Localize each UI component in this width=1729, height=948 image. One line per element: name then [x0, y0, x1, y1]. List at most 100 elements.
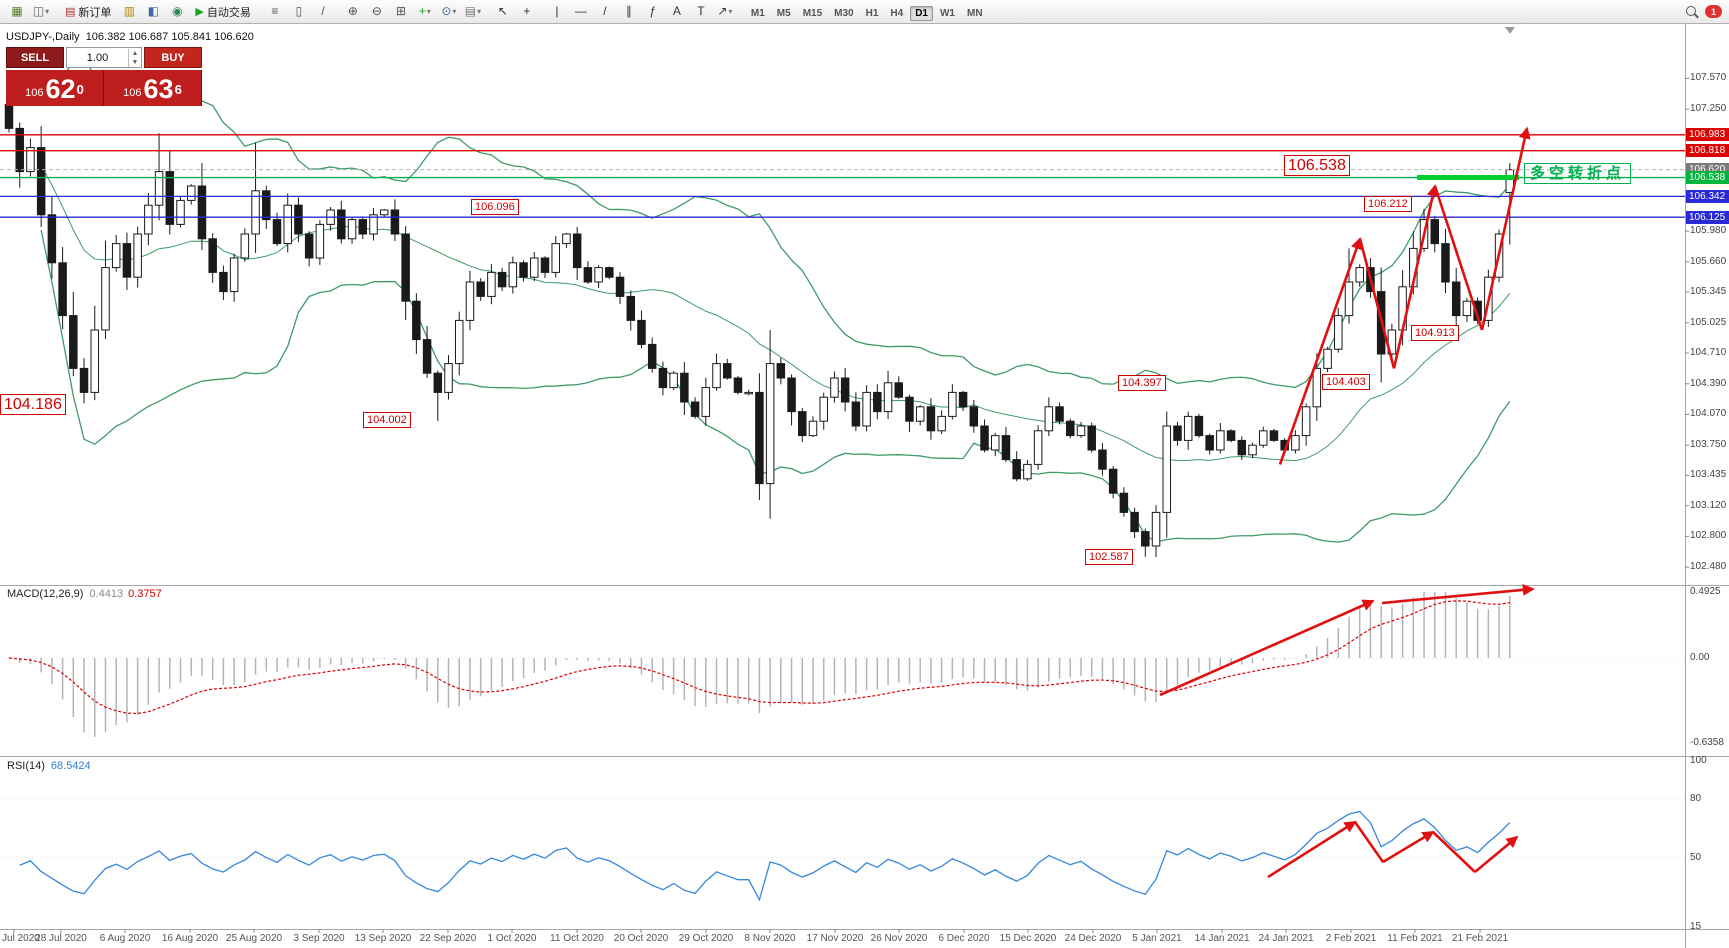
- rsi-indicator: [0, 798, 1685, 902]
- price-annotation[interactable]: 104.002: [363, 412, 411, 428]
- candlestick-chart-icon[interactable]: ▯: [287, 1, 311, 21]
- price-annotation[interactable]: 104.403: [1322, 374, 1370, 390]
- volume-input[interactable]: 1.00 ▲ ▼: [66, 47, 142, 68]
- price-line-label: 106.983: [1686, 128, 1729, 142]
- timeframe-button-m5[interactable]: M5: [776, 7, 791, 19]
- symbol-title: USDJPY-,Daily: [6, 31, 80, 43]
- turning-point-annotation[interactable]: 多空转折点: [1524, 163, 1632, 184]
- timeframe-button-m1[interactable]: M1: [750, 7, 765, 19]
- zoom-out-icon[interactable]: ⊖: [365, 1, 389, 21]
- market-watch-icon[interactable]: ▥: [117, 1, 141, 21]
- indicators-icon[interactable]: + ▾: [413, 1, 437, 21]
- date-axis-label: 17 Nov 2020: [806, 933, 864, 944]
- price-annotation[interactable]: 106.096: [471, 199, 519, 215]
- macd-axis-tick: 0.00: [1690, 652, 1710, 663]
- label-icon[interactable]: T: [689, 1, 713, 21]
- pane-separators[interactable]: [0, 24, 1729, 948]
- timeframe-button-h1[interactable]: H1: [865, 7, 879, 19]
- crosshair-icon: +: [523, 4, 531, 19]
- text-icon[interactable]: A: [665, 1, 689, 21]
- cursor-icon[interactable]: ↖: [491, 1, 515, 21]
- price-annotation[interactable]: 106.538: [1284, 155, 1350, 176]
- sell-price-panel[interactable]: 106 62 0: [6, 70, 103, 106]
- trendline-icon[interactable]: /: [593, 1, 617, 21]
- buy-price-panel[interactable]: 106 63 6: [104, 70, 201, 106]
- crosshair-icon[interactable]: +: [515, 1, 539, 21]
- bar-chart-icon: ≡: [271, 4, 279, 19]
- new-chart-icon[interactable]: ▦: [5, 1, 29, 21]
- auto-trading-button[interactable]: ▶ 自动交易: [189, 2, 256, 22]
- templates-icon: ▤: [464, 4, 477, 19]
- navigator-icon: ◉: [172, 4, 183, 19]
- text-icon: A: [672, 4, 681, 19]
- price-annotation[interactable]: 102.587: [1085, 549, 1133, 565]
- timeframe-button-m15[interactable]: M15: [802, 7, 823, 19]
- timeframe-button-m30[interactable]: M30: [834, 7, 854, 19]
- data-window-icon: ◧: [147, 4, 160, 19]
- periods-icon[interactable]: ⊙ ▾: [437, 1, 461, 21]
- price-axis-tick: 107.570: [1690, 72, 1727, 84]
- templates-icon[interactable]: ▤ ▾: [461, 1, 485, 21]
- date-axis-label: 28 Jul 2020: [35, 933, 87, 944]
- date-axis-label: 6 Dec 2020: [938, 933, 990, 944]
- tile-windows-icon: ⊞: [395, 4, 406, 19]
- bar-chart-icon[interactable]: ≡: [263, 1, 287, 21]
- vertical-line-icon[interactable]: |: [545, 1, 569, 21]
- date-axis-label: 13 Sep 2020: [354, 933, 412, 944]
- new-order-button[interactable]: ▤ 新订单: [59, 2, 117, 22]
- chevron-down-icon: ▾: [477, 6, 482, 16]
- price-axis-tick: 105.980: [1690, 225, 1727, 237]
- date-axis-label: 2 Feb 2021: [1325, 933, 1377, 944]
- channel-icon[interactable]: ∥: [617, 1, 641, 21]
- price-axis-tick: 105.345: [1690, 286, 1727, 298]
- data-window-icon[interactable]: ◧: [141, 1, 165, 21]
- sell-price-big: 62: [45, 74, 76, 104]
- volume-increase-icon[interactable]: ▲: [131, 49, 139, 57]
- price-annotation[interactable]: 106.212: [1364, 196, 1412, 212]
- arrows-tool-icon: ↗: [717, 4, 728, 19]
- notification-badge[interactable]: 1: [1705, 5, 1722, 18]
- market-watch-icon: ▥: [123, 4, 136, 19]
- macd-label: MACD(12,26,9) 0.4413 0.3757: [7, 588, 162, 600]
- tile-windows-icon[interactable]: ⊞: [389, 1, 413, 21]
- profiles-icon[interactable]: ◫ ▾: [29, 1, 53, 21]
- rsi-name: RSI(14): [7, 760, 45, 772]
- date-axis-label: 14 Jan 2021: [1194, 933, 1250, 944]
- date-axis-label: 22 Sep 2020: [419, 933, 477, 944]
- sell-price-prefix: 106: [25, 87, 44, 99]
- cursor-icon: ↖: [497, 4, 508, 19]
- horizontal-line-icon[interactable]: —: [569, 1, 593, 21]
- timeframe-button-w1[interactable]: W1: [939, 7, 955, 19]
- search-icon[interactable]: [1685, 5, 1699, 19]
- trend-arrows[interactable]: [1159, 126, 1535, 879]
- price-annotation[interactable]: 104.397: [1118, 375, 1166, 391]
- chart-shift-marker-icon[interactable]: [1505, 27, 1515, 34]
- price-annotation[interactable]: 104.913: [1411, 325, 1459, 341]
- volume-value: 1.00: [86, 51, 109, 64]
- timeframe-button-mn[interactable]: MN: [966, 7, 983, 19]
- sell-button[interactable]: SELL: [6, 47, 64, 68]
- navigator-icon[interactable]: ◉: [165, 1, 189, 21]
- profiles-icon: ◫: [32, 4, 45, 19]
- date-axis-label: 6 Aug 2020: [99, 933, 151, 944]
- horizontal-price-lines[interactable]: [0, 134, 1685, 218]
- price-axis-tick: 105.025: [1690, 316, 1727, 328]
- new-chart-icon: ▦: [11, 4, 23, 19]
- volume-decrease-icon[interactable]: ▼: [131, 58, 139, 66]
- price-annotation[interactable]: 104.186: [0, 394, 66, 415]
- timeframe-button-d1[interactable]: D1: [910, 5, 933, 21]
- price-axis-tick: 103.120: [1690, 499, 1727, 511]
- timeframe-button-h4[interactable]: H4: [890, 7, 904, 19]
- macd-main-value: 0.4413: [89, 588, 124, 600]
- trendline-icon: /: [603, 4, 607, 19]
- buy-price-big: 63: [143, 74, 174, 104]
- zoom-in-icon[interactable]: ⊕: [341, 1, 365, 21]
- bollinger-bands: [40, 60, 1511, 543]
- buy-button[interactable]: BUY: [144, 47, 202, 68]
- arrows-tool-icon[interactable]: ↗ ▾: [713, 1, 737, 21]
- macd-indicator: [0, 592, 1685, 737]
- fibonacci-icon[interactable]: ƒ: [641, 1, 665, 21]
- line-chart-icon[interactable]: /: [311, 1, 335, 21]
